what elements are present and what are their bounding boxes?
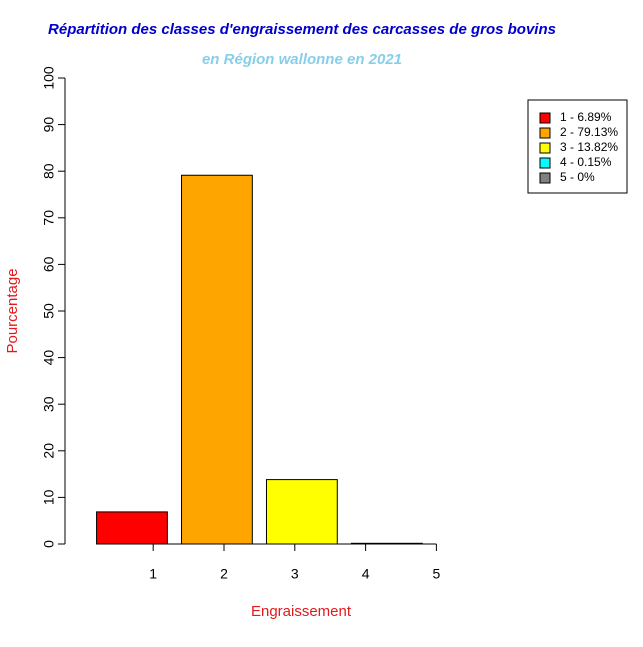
x-tick-label: 1 (149, 566, 157, 582)
bar (350, 542, 423, 545)
x-tick-label: 2 (220, 566, 228, 582)
bar (181, 174, 253, 545)
x-axis-label: Engraissement (251, 603, 352, 620)
legend-label: 1 - 6.89% (560, 110, 612, 124)
legend-label: 3 - 13.82% (560, 140, 618, 154)
x-tick-label: 3 (291, 566, 299, 582)
y-tick-label: 20 (41, 443, 57, 459)
legend-swatch (539, 112, 551, 124)
y-tick-label: 100 (41, 66, 57, 90)
x-tick-label: 5 (433, 566, 441, 582)
y-tick-label: 70 (41, 210, 57, 226)
legend-swatch (539, 127, 551, 139)
legend-swatch (539, 142, 551, 154)
y-tick-label: 50 (41, 303, 57, 319)
y-tick-label: 0 (41, 540, 57, 548)
legend-label: 5 - 0% (560, 170, 595, 184)
y-tick-label: 10 (41, 489, 57, 505)
chart-title: Répartition des classes d'engraissement … (48, 21, 556, 38)
x-tick-label: 4 (362, 566, 370, 582)
legend-swatch (539, 172, 551, 184)
legend-swatch (539, 157, 551, 169)
bar (96, 511, 168, 545)
legend-label: 4 - 0.15% (560, 155, 612, 169)
y-tick-label: 80 (41, 163, 57, 179)
chart-subtitle: en Région wallonne en 2021 (202, 51, 402, 68)
y-tick-label: 90 (41, 117, 57, 133)
y-tick-label: 40 (41, 350, 57, 366)
y-tick-label: 60 (41, 256, 57, 272)
y-axis-label: Pourcentage (4, 268, 21, 353)
y-tick-label: 30 (41, 396, 57, 412)
legend-label: 2 - 79.13% (560, 125, 618, 139)
bar (265, 479, 338, 545)
